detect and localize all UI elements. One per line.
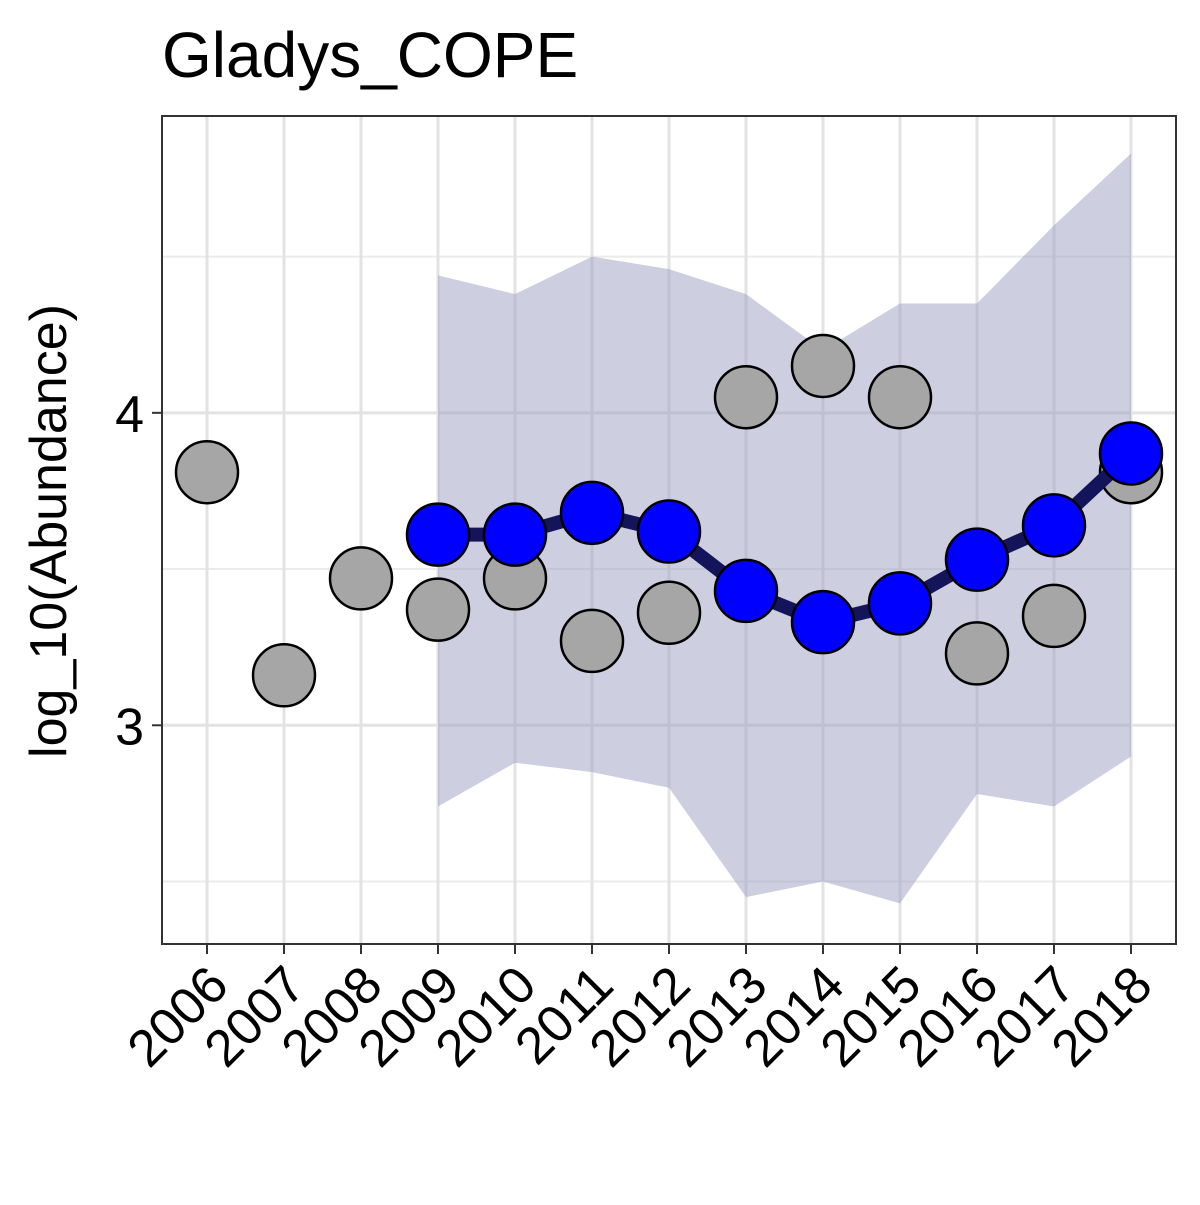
y-tick-label: 4: [115, 386, 144, 444]
plot-area: 3420062007200820092010201120122013201420…: [115, 115, 1177, 1078]
observed-point: [636, 580, 702, 646]
estimate-point: [867, 571, 933, 636]
estimate-point: [559, 480, 625, 546]
estimate-line: [431, 446, 1138, 630]
estimate-point: [482, 502, 548, 567]
observed-point: [713, 364, 779, 430]
observed-point: [251, 643, 317, 708]
chart-title: Gladys_COPE: [162, 19, 578, 91]
estimate-point: [1021, 493, 1087, 558]
estimate-point: [944, 527, 1010, 592]
observed-point: [944, 621, 1010, 686]
observed-point: [790, 333, 856, 399]
observed-point: [559, 608, 625, 674]
observed-point: [405, 577, 471, 642]
observed-point: [867, 364, 933, 430]
estimate-point: [636, 499, 702, 564]
y-tick-label: 3: [115, 698, 144, 756]
y-axis-label: log_10(Abundance): [20, 304, 78, 758]
observed-point: [328, 546, 394, 611]
estimate-point: [713, 558, 779, 624]
estimate-point: [1098, 421, 1164, 486]
estimate-point: [790, 589, 856, 655]
observed-point: [1021, 583, 1087, 649]
estimate-point: [405, 502, 471, 567]
confidence-band: [438, 153, 1131, 904]
observed-point: [174, 439, 240, 505]
